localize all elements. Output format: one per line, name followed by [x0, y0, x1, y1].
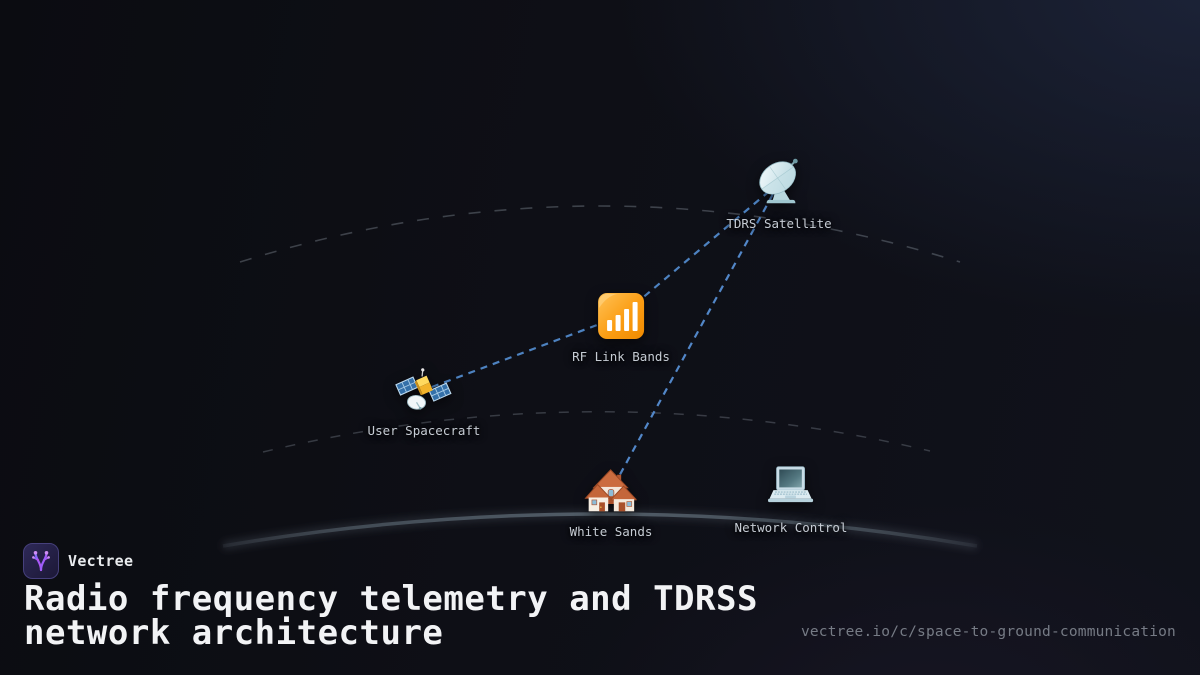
- satellite-icon: [395, 368, 453, 410]
- houses-icon: [584, 469, 637, 512]
- bar-chart-icon: [598, 293, 644, 339]
- node-white-sands: White Sands: [569, 463, 653, 539]
- page-url[interactable]: vectree.io/c/space-to-ground-communicati…: [800, 624, 1176, 640]
- node-user-spacecraft: User Spacecraft: [367, 362, 481, 438]
- satellite-dish-icon: [758, 158, 798, 204]
- brand-name: Vectree: [68, 552, 134, 570]
- node-label: User Spacecraft: [367, 423, 481, 438]
- node-rf-link-bands: RF Link Bands: [572, 288, 670, 364]
- lower-orbit-arc: [262, 411, 931, 453]
- node-label: RF Link Bands: [572, 349, 670, 364]
- vectree-branch-icon: [23, 543, 59, 579]
- laptop-icon: [768, 466, 814, 503]
- node-label: Network Control: [734, 520, 848, 535]
- node-tdrs-satellite: TDRS Satellite: [726, 155, 832, 231]
- upper-orbit-arc: [239, 205, 961, 263]
- node-network-control: Network Control: [734, 459, 848, 535]
- page-title: Radio frequency telemetry and TDRSS netw…: [24, 579, 758, 653]
- node-label: TDRS Satellite: [726, 216, 832, 231]
- node-label: White Sands: [569, 524, 653, 539]
- brand: Vectree: [23, 543, 133, 579]
